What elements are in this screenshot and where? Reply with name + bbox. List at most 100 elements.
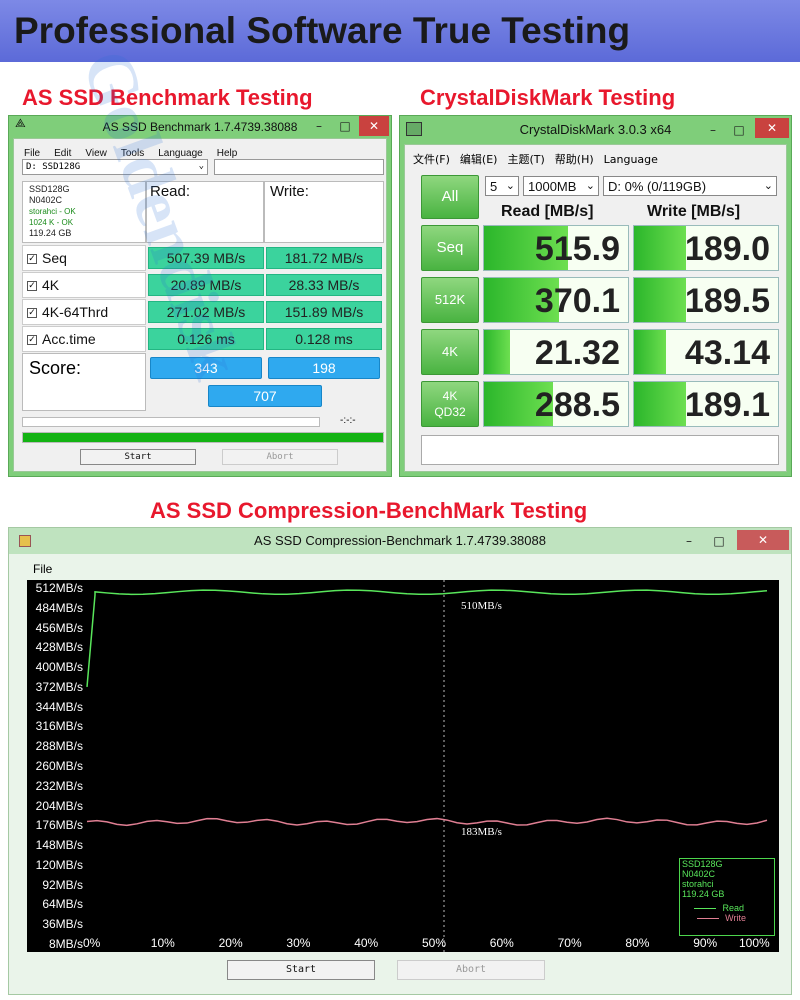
checkbox-checked-icon[interactable]: ✓ <box>27 335 37 346</box>
legend-box: SSD128G N0402C storahci 119.24 GB Read W… <box>679 858 775 936</box>
x-tick-label: 40% <box>354 936 379 950</box>
row-label: Seq <box>42 250 67 266</box>
y-tick-label: 400MB/s <box>35 660 83 675</box>
write-series-line <box>86 817 768 827</box>
maximize-icon[interactable]: □ <box>339 119 351 133</box>
legend-firmware: N0402C <box>682 869 716 879</box>
drive-select[interactable]: D: 0% (0/119GB) ⌄ <box>603 176 777 196</box>
as-ssd-section-title: AS SSD Benchmark Testing <box>22 85 313 110</box>
value-text: 515.9 <box>534 230 620 268</box>
menu-language[interactable]: Language <box>603 153 658 166</box>
minimize-icon[interactable]: – <box>686 534 692 548</box>
info-firmware: N0402C <box>29 195 63 205</box>
as-ssd-titlebar: ⟁ AS SSD Benchmark 1.7.4739.38088 – □ ✕ <box>9 116 391 138</box>
info-alignment: 1024 K - OK <box>29 218 74 227</box>
seq-read-value: 507.39 MB/s <box>148 247 264 269</box>
4kqd32-read-value: 288.5 <box>483 381 629 427</box>
legend-write-label: Write <box>725 913 746 923</box>
row-acc-time[interactable]: ✓ Acc.time <box>22 326 146 352</box>
all-button[interactable]: All <box>421 175 479 219</box>
test-count-select[interactable]: 5 ⌄ <box>485 176 519 196</box>
menu-edit[interactable]: Edit <box>54 148 72 159</box>
minimize-icon[interactable]: – <box>710 123 716 137</box>
checkbox-checked-icon[interactable]: ✓ <box>27 308 37 319</box>
read-curve-label: 510MB/s <box>461 600 502 612</box>
row-4k[interactable]: ✓ 4K <box>22 272 146 298</box>
cdm-read-header: Read [MB/s] <box>501 203 594 220</box>
y-tick-label: 148MB/s <box>35 838 83 853</box>
drive-select[interactable]: D: SSD128G ⌄ <box>22 159 208 175</box>
y-tick-label: 120MB/s <box>35 857 83 872</box>
x-tick-label: 0% <box>83 936 101 950</box>
menu-view[interactable]: View <box>85 148 107 159</box>
row-4k-64thrd[interactable]: ✓ 4K-64Thrd <box>22 299 146 325</box>
test-size-value: 1000MB <box>528 179 577 194</box>
x-tick-label: 90% <box>693 936 718 950</box>
legend-write-swatch <box>697 918 720 920</box>
checkbox-checked-icon[interactable]: ✓ <box>27 254 37 265</box>
512k-write-value: 189.5 <box>633 277 779 323</box>
app-icon: ⟁ <box>15 116 26 130</box>
test-size-select[interactable]: 1000MB ⌄ <box>523 176 599 196</box>
seq-write-value: 181.72 MB/s <box>266 247 382 269</box>
read-header-box <box>146 181 264 243</box>
menu-edit[interactable]: 编辑(E) <box>459 153 498 166</box>
x-tick-label: 10% <box>150 936 175 950</box>
4k64-write-value: 151.89 MB/s <box>266 301 382 323</box>
close-icon[interactable]: ✕ <box>359 116 389 136</box>
drive-value: D: 0% (0/119GB) <box>608 179 707 194</box>
read-fill-bar <box>484 330 510 374</box>
score-label: Score: <box>29 358 82 378</box>
compression-window-title: AS SSD Compression-Benchmark 1.7.4739.38… <box>254 533 546 548</box>
row-seq[interactable]: ✓ Seq <box>22 245 146 271</box>
y-tick-label: 92MB/s <box>42 877 83 892</box>
y-tick-label: 204MB/s <box>35 798 83 813</box>
start-button[interactable]: Start <box>227 960 375 980</box>
maximize-icon[interactable]: □ <box>733 123 745 137</box>
maximize-icon[interactable]: □ <box>713 534 725 548</box>
x-tick-label: 30% <box>286 936 311 950</box>
as-ssd-window: ⟁ AS SSD Benchmark 1.7.4739.38088 – □ ✕ … <box>8 115 392 477</box>
menu-file[interactable]: File <box>33 562 53 576</box>
legend-capacity: 119.24 GB <box>682 889 725 899</box>
legend-write-entry: Write <box>680 913 774 923</box>
seq-button[interactable]: Seq <box>421 225 479 271</box>
4k-qd32-button[interactable]: 4K QD32 <box>421 381 479 427</box>
cdm-section-title: CrystalDiskMark Testing <box>420 85 676 110</box>
4k-button[interactable]: 4K <box>421 329 479 375</box>
cdm-window-title: CrystalDiskMark 3.0.3 x64 <box>519 122 672 137</box>
512k-button[interactable]: 512K <box>421 277 479 323</box>
comment-field[interactable] <box>421 435 779 465</box>
abort-button[interactable]: Abort <box>397 960 545 980</box>
write-fill-bar <box>634 330 666 374</box>
write-fill-bar <box>634 382 686 426</box>
info-driver: storahci - OK <box>29 207 76 216</box>
write-curve-label: 183MB/s <box>461 826 502 838</box>
seq-write-value: 189.0 <box>633 225 779 271</box>
read-header: Read: <box>150 183 191 200</box>
acc-write-value: 0.128 ms <box>266 328 382 350</box>
close-icon[interactable]: ✕ <box>755 118 789 138</box>
menu-tools[interactable]: Tools <box>120 148 145 159</box>
drive-select-value: D: SSD128G <box>26 162 81 172</box>
minimize-icon[interactable]: – <box>316 119 322 133</box>
y-tick-label: 372MB/s <box>35 679 83 694</box>
y-tick-label: 36MB/s <box>42 917 83 932</box>
compression-titlebar: AS SSD Compression-Benchmark 1.7.4739.38… <box>9 528 791 554</box>
value-text: 370.1 <box>534 282 620 320</box>
menu-help[interactable]: 帮助(H) <box>554 153 594 166</box>
menu-help[interactable]: Help <box>216 148 238 159</box>
read-fill-bar <box>484 226 568 270</box>
close-icon[interactable]: ✕ <box>737 530 789 550</box>
timer-readout: -:-:- <box>340 415 356 426</box>
read-fill-bar <box>484 278 559 322</box>
menu-theme[interactable]: 主题(T) <box>507 153 545 166</box>
value-text: 189.5 <box>684 282 770 320</box>
4k64-read-value: 271.02 MB/s <box>148 301 264 323</box>
menu-language[interactable]: Language <box>158 148 203 159</box>
abort-button[interactable]: Abort <box>222 449 338 465</box>
menu-file[interactable]: File <box>24 148 41 159</box>
checkbox-checked-icon[interactable]: ✓ <box>27 281 37 292</box>
menu-file[interactable]: 文件(F) <box>413 153 450 166</box>
start-button[interactable]: Start <box>80 449 196 465</box>
